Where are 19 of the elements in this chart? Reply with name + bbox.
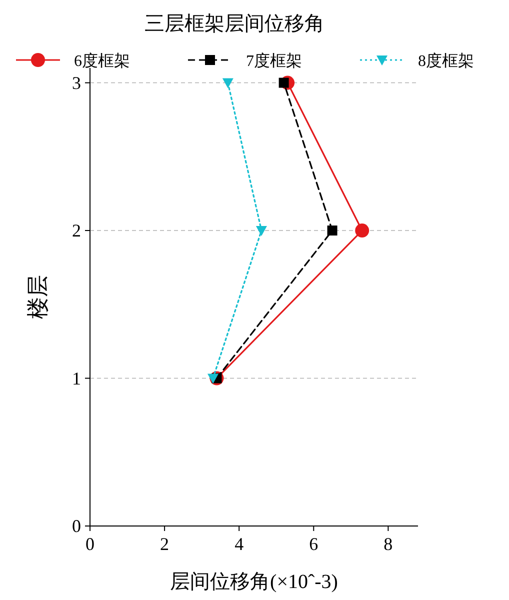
y-tick-label: 2 bbox=[72, 220, 81, 241]
x-tick-label: 4 bbox=[234, 534, 244, 554]
x-axis-title: 层间位移角(×10ˆ-3) bbox=[170, 571, 338, 593]
point bbox=[256, 226, 267, 236]
y-axis-title: 楼层 bbox=[25, 275, 50, 319]
point bbox=[355, 224, 370, 238]
point bbox=[327, 226, 338, 236]
y-tick-label: 3 bbox=[72, 72, 81, 93]
point bbox=[222, 78, 234, 88]
x-tick-label: 2 bbox=[160, 534, 170, 554]
legend-label: 6度框架 bbox=[74, 52, 130, 70]
x-tick-label: 0 bbox=[86, 534, 94, 554]
x-tick-label: 6 bbox=[309, 534, 318, 554]
legend-label: 7度框架 bbox=[246, 52, 302, 70]
y-tick-label: 1 bbox=[72, 368, 81, 388]
legend-label: 8度框架 bbox=[418, 52, 474, 70]
chart-title: 三层框架层间位移角 bbox=[144, 13, 324, 35]
x-tick-label: 8 bbox=[384, 534, 393, 554]
y-tick-label: 0 bbox=[72, 516, 81, 536]
